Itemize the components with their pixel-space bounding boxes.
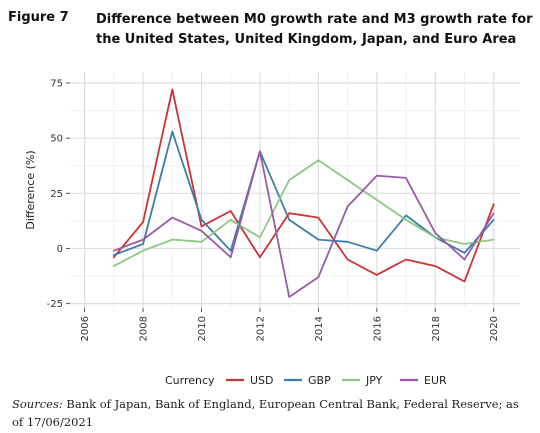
legend-label-usd: USD [250,374,274,387]
x-axis-ticks: 2006 2008 2010 2012 2014 2016 2018 2020 [80,308,500,341]
x-tick-label: 2014 [314,316,325,341]
legend-label-eur: EUR [424,374,447,387]
x-tick-label: 2010 [197,316,208,341]
y-axis-ticks: 75 50 25 0 -25 [47,79,70,310]
x-tick-label: 2008 [139,316,150,341]
legend-label-gbp: GBP [308,374,331,387]
figure-label: Figure 7 [8,10,69,25]
series-line-jpy [112,159,495,268]
legend: Currency USD GBP JPY EUR [165,374,447,387]
x-tick-label: 2006 [80,316,91,341]
legend-label-jpy: JPY [365,374,383,387]
y-tick-label: 0 [57,244,63,255]
x-tick-label: 2018 [431,316,442,341]
sources-note: Sources: Bank of Japan, Bank of England,… [12,395,532,431]
x-tick-label: 2020 [489,316,500,341]
y-tick-label: 50 [50,134,63,145]
y-tick-label: -25 [47,299,63,310]
series-lines [112,88,495,298]
sources-lead: Sources: [12,397,63,411]
series-line-usd [112,88,495,283]
figure-title: Difference between M0 growth rate and M3… [96,12,533,47]
series-line-eur [112,150,495,298]
y-axis-title: Difference (%) [24,150,37,229]
y-tick-label: 25 [50,189,63,200]
grid-lines [70,72,520,308]
y-tick-label: 75 [50,79,63,90]
sources-text: Bank of Japan, Bank of England, European… [12,397,519,429]
x-tick-label: 2012 [255,316,266,341]
legend-title: Currency [165,374,215,387]
x-tick-label: 2016 [372,316,383,341]
